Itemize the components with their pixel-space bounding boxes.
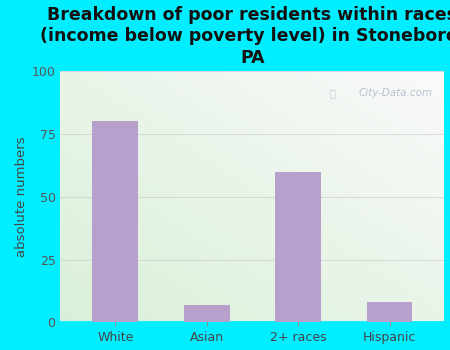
Text: ⦿: ⦿ bbox=[329, 89, 335, 98]
Text: City-Data.com: City-Data.com bbox=[359, 89, 433, 98]
Bar bbox=[275, 172, 321, 322]
Title: Breakdown of poor residents within races
(income below poverty level) in Stonebo: Breakdown of poor residents within races… bbox=[40, 6, 450, 66]
Y-axis label: absolute numbers: absolute numbers bbox=[14, 136, 27, 257]
Bar bbox=[367, 302, 413, 322]
Bar bbox=[184, 305, 230, 322]
Bar bbox=[92, 121, 138, 322]
